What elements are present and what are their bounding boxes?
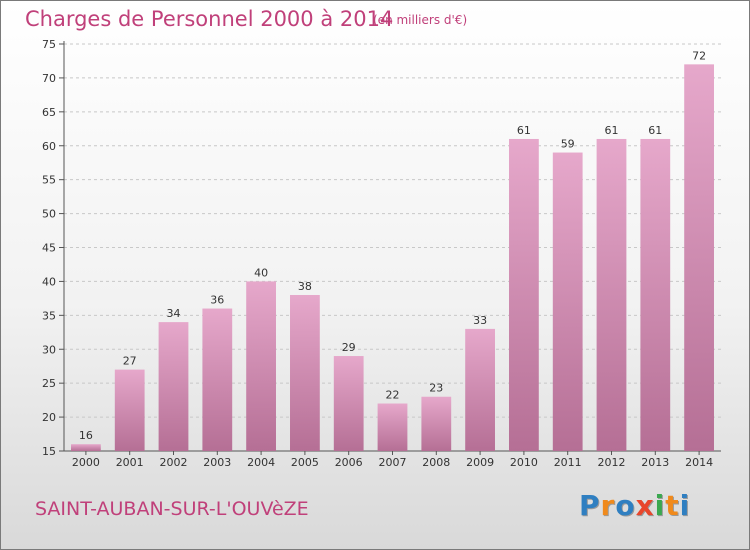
x-tick-label-2014: 2014 — [685, 456, 713, 469]
y-tick-label: 30 — [42, 343, 56, 356]
bar-2011 — [552, 152, 583, 452]
y-tick-label: 45 — [42, 242, 56, 255]
bar-2012 — [596, 138, 627, 451]
value-label-2003: 36 — [210, 294, 224, 307]
x-tick-label-2003: 2003 — [203, 456, 231, 469]
value-label-2013: 61 — [648, 124, 662, 137]
x-tick-label-2007: 2007 — [379, 456, 407, 469]
bar-2000 — [71, 444, 101, 451]
x-tick-label-2004: 2004 — [247, 456, 275, 469]
bar-2004 — [246, 281, 276, 451]
bar-2014 — [684, 64, 714, 451]
logo-letter: P — [579, 489, 601, 522]
value-label-2008: 23 — [429, 382, 443, 395]
value-label-2004: 40 — [254, 266, 268, 279]
x-tick-label-2011: 2011 — [554, 456, 582, 469]
x-tick-label-2005: 2005 — [291, 456, 319, 469]
x-tick-label-2006: 2006 — [335, 456, 363, 469]
y-tick-label: 20 — [42, 411, 56, 424]
x-tick-label-2013: 2013 — [641, 456, 669, 469]
bar-2003 — [202, 308, 233, 451]
value-label-2001: 27 — [123, 355, 137, 368]
logo-letter: o — [615, 489, 636, 522]
x-tick-label-2002: 2002 — [160, 456, 188, 469]
value-label-2006: 29 — [342, 341, 356, 354]
y-tick-label: 60 — [42, 140, 56, 153]
bar-2010 — [509, 138, 539, 451]
y-tick-label: 50 — [42, 208, 56, 221]
bar-2005 — [290, 294, 320, 451]
logo-letter: r — [600, 489, 616, 522]
bar-2008 — [421, 396, 452, 451]
value-label-2009: 33 — [473, 314, 487, 327]
proxiti-logo[interactable]: Proxiti — [579, 489, 690, 522]
y-tick-label: 35 — [42, 309, 56, 322]
chart-subtitle: (en milliers d'€) — [373, 13, 468, 27]
value-label-2002: 34 — [167, 307, 181, 320]
bars — [71, 64, 714, 452]
bar-2006 — [333, 356, 364, 451]
city-name: SAINT-AUBAN-SUR-L'OUVèZE — [35, 498, 309, 520]
x-tick-label-2001: 2001 — [116, 456, 144, 469]
value-label-2007: 22 — [386, 389, 400, 402]
bar-2013 — [640, 138, 671, 451]
x-tick-label-2012: 2012 — [598, 456, 626, 469]
bar-2009 — [465, 328, 495, 451]
value-label-2012: 61 — [605, 124, 619, 137]
logo-letter: i — [654, 489, 666, 522]
y-tick-label: 25 — [42, 377, 56, 390]
bar-2001 — [114, 369, 145, 451]
x-tick-label-2010: 2010 — [510, 456, 538, 469]
bar-2002 — [158, 322, 189, 451]
logo-letter: x — [635, 489, 655, 522]
y-tick-label: 15 — [42, 445, 56, 458]
x-tick-label-2008: 2008 — [422, 456, 450, 469]
value-label-2011: 59 — [561, 138, 575, 151]
bar-2007 — [377, 403, 408, 451]
chart-title: Charges de Personnel 2000 à 2014 — [25, 7, 394, 31]
y-tick-label: 70 — [42, 72, 56, 85]
x-tick-label-2009: 2009 — [466, 456, 494, 469]
value-label-2005: 38 — [298, 280, 312, 293]
logo-letter: t — [665, 489, 680, 522]
value-label-2014: 72 — [692, 49, 706, 62]
x-tick-label-2000: 2000 — [72, 456, 100, 469]
value-label-2000: 16 — [79, 429, 93, 442]
value-label-2010: 61 — [517, 124, 531, 137]
logo-letter: i — [679, 489, 691, 522]
labels: 15 20 25 30 35 40 45 50 55 60 65 70 75 16 2000 27 2001 34… — [42, 38, 713, 469]
y-tick-label: 40 — [42, 275, 56, 288]
y-tick-label: 55 — [42, 174, 56, 187]
y-tick-label: 65 — [42, 106, 56, 119]
y-tick-label: 75 — [42, 38, 56, 51]
